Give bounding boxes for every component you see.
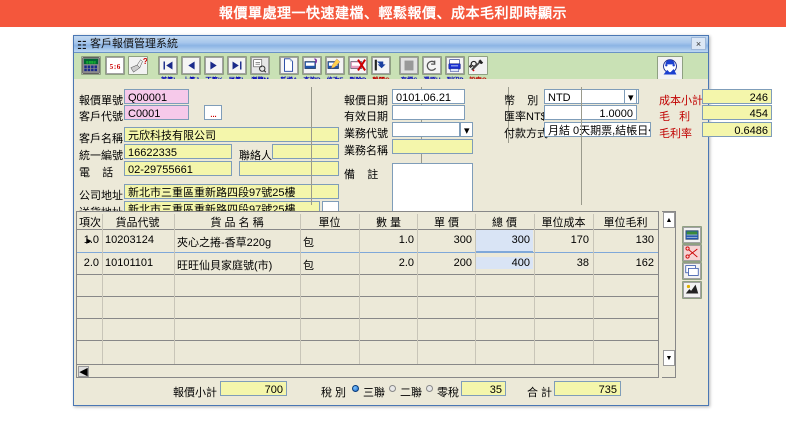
svg-text:5↕6: 5↕6 (110, 63, 121, 71)
svg-text:8888: 8888 (86, 61, 96, 65)
svg-text:?: ? (143, 57, 147, 66)
